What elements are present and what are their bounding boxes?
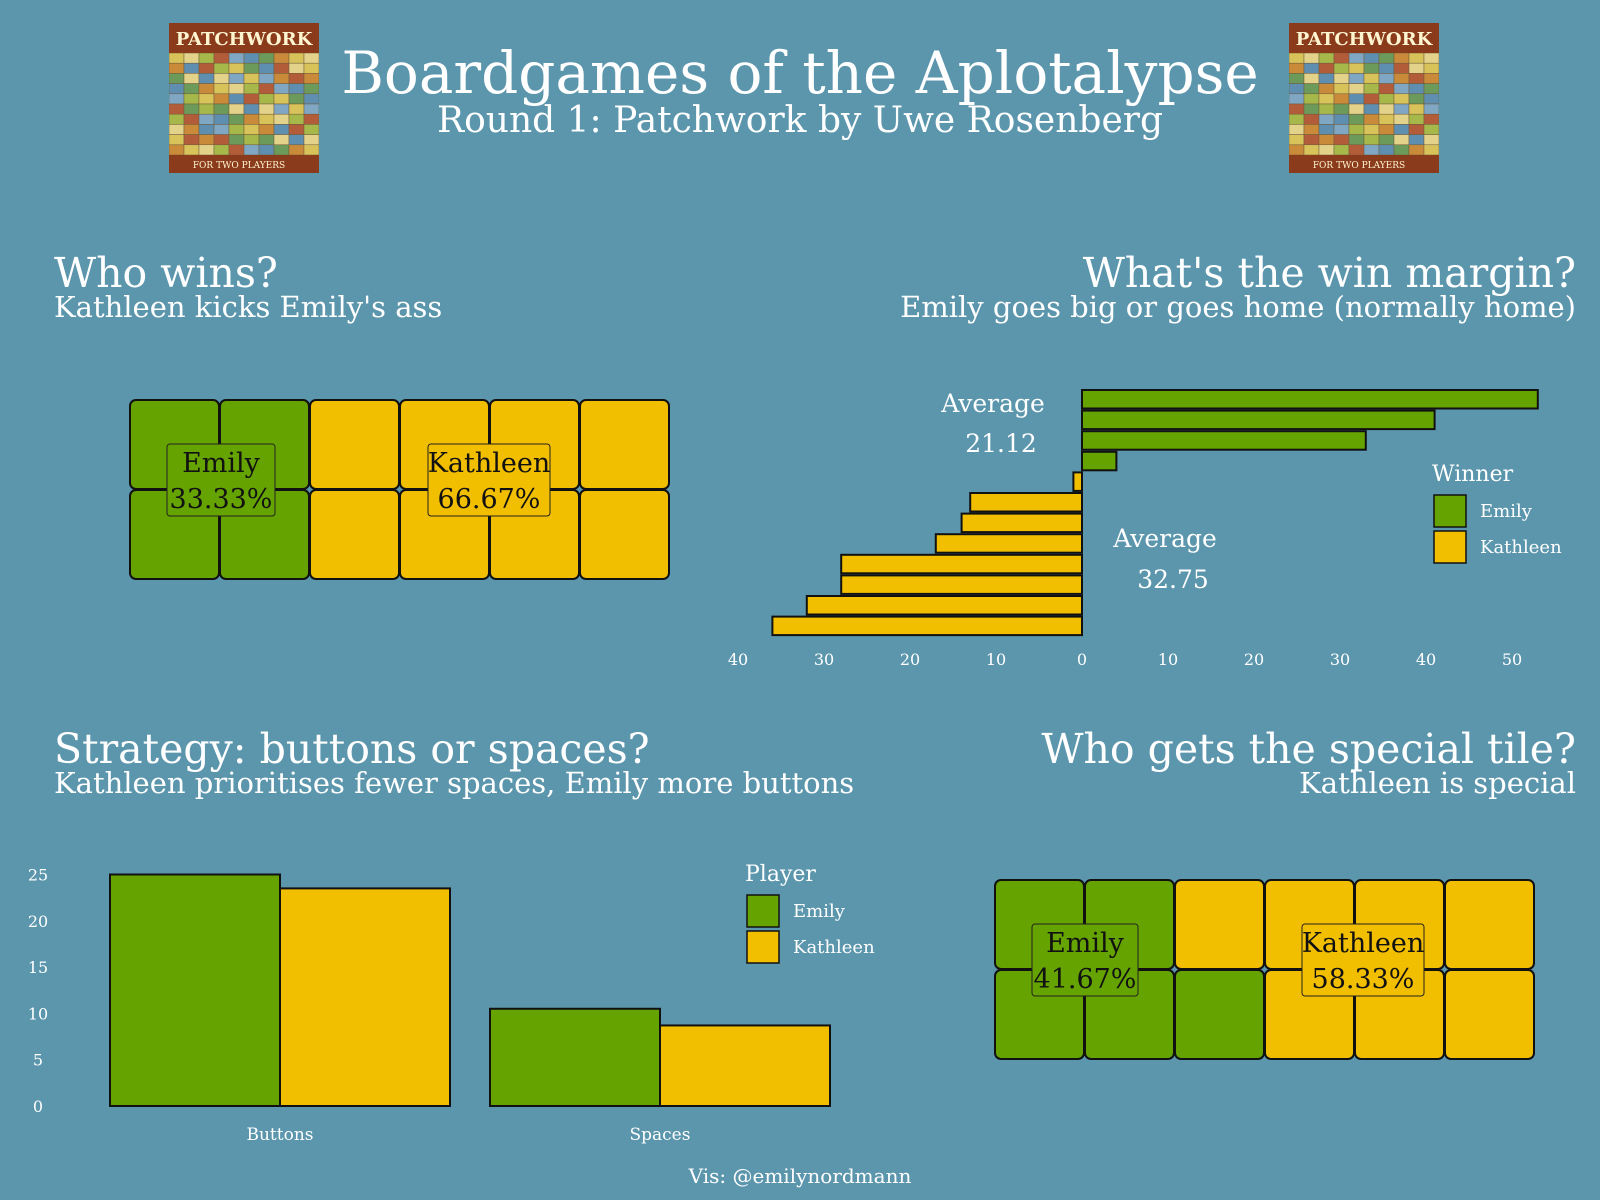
bar-buttons-kathleen [279, 887, 451, 1107]
margin-bar-kathleen [1072, 471, 1083, 492]
legend-title: Player [745, 862, 816, 887]
box-title: PATCHWORK [176, 29, 314, 50]
strategy-bar-chart: 0 5 10 15 20 25 Buttons Spaces Player Emily Kathle… [28, 862, 875, 1145]
waffle-label-name: Emily [1046, 928, 1125, 959]
waffle-label-name: Kathleen [1302, 928, 1425, 959]
waffle-cell-kathleen [1444, 969, 1535, 1060]
legend-label: Kathleen [1480, 537, 1562, 558]
x-tick-label: 30 [1330, 650, 1350, 669]
box-bottom-text: FOR TWO PLAYERS [1313, 161, 1405, 171]
waffle-label-name: Emily [182, 448, 261, 479]
legend-label: Kathleen [793, 937, 875, 958]
margin-bar-kathleen [771, 615, 1084, 637]
waffle-cell-kathleen [579, 399, 670, 490]
page-subtitle: Round 1: Patchwork by Uwe Rosenberg [436, 100, 1164, 141]
legend-label: Emily [1480, 501, 1533, 522]
x-tick-label: 40 [1416, 650, 1436, 669]
y-tick-label: 0 [33, 1097, 43, 1116]
quilt-pattern [1289, 52, 1439, 156]
bar-spaces-emily [489, 1007, 661, 1108]
patchwork-box-art-left: PATCHWORK FOR TWO PLAYERS [169, 23, 319, 173]
special-panel-subtitle: Kathleen is special [1299, 766, 1576, 800]
average-label: Average [1112, 524, 1217, 553]
legend-swatch-emily [1433, 494, 1467, 528]
margin-bar-emily [1081, 409, 1436, 431]
waffle-label-value: 58.33% [1312, 964, 1415, 995]
quilt-pattern [169, 52, 319, 156]
x-tick-label: 40 [728, 650, 748, 669]
legend-title: Winner [1432, 462, 1514, 487]
margin-bar-kathleen [934, 533, 1083, 554]
y-tick-label: 10 [28, 1004, 48, 1023]
average-label: Average [940, 389, 1045, 418]
waffle-label-name: Kathleen [428, 448, 551, 479]
waffle-cell-kathleen [1444, 879, 1535, 970]
margin-bar-emily [1081, 450, 1118, 472]
legend-swatch-emily [746, 894, 780, 928]
footer-credit: Vis: @emilynordmann [688, 1164, 912, 1188]
average-value: 21.12 [965, 429, 1037, 458]
legend-swatch-kathleen [746, 930, 780, 964]
bar-spaces-kathleen [659, 1024, 831, 1107]
wins-waffle-chart: Emily 33.33% Kathleen 66.67% [129, 399, 670, 580]
strategy-panel-subtitle: Kathleen prioritises fewer spaces, Emily… [54, 766, 855, 800]
margin-bar-emily [1081, 430, 1367, 451]
waffle-label-value: 66.67% [438, 484, 541, 515]
waffle-label-box-kathleen [427, 443, 551, 517]
patchwork-box-art-right: PATCHWORK FOR TWO PLAYERS [1289, 23, 1439, 173]
y-tick-label: 15 [28, 958, 48, 977]
waffle-cell-kathleen [309, 489, 400, 580]
waffle-label-box-emily [1031, 923, 1139, 997]
waffle-cell-kathleen [309, 399, 400, 490]
margin-bar-kathleen [960, 512, 1084, 534]
margin-panel-subtitle: Emily goes big or goes home (normally ho… [900, 290, 1576, 324]
wins-panel-subtitle: Kathleen kicks Emily's ass [54, 290, 443, 324]
x-tick-label: 20 [900, 650, 920, 669]
x-tick-label: 30 [814, 650, 834, 669]
y-tick-label: 25 [28, 866, 48, 885]
margin-bar-kathleen [840, 574, 1083, 595]
y-tick-label: 5 [33, 1051, 43, 1070]
x-tick-label: 10 [1158, 650, 1178, 669]
legend-swatch-kathleen [1433, 530, 1467, 564]
legend-label: Emily [793, 901, 846, 922]
margin-panel-title: What's the win margin? [1082, 249, 1576, 297]
x-tick-label: Spaces [630, 1125, 691, 1145]
x-tick-label: 20 [1244, 650, 1264, 669]
special-panel-title: Who gets the special tile? [1041, 725, 1576, 773]
margin-bar-chart: 40 30 20 10 0 10 20 30 40 50 Average 21.12 Average 32… [728, 389, 1562, 669]
x-tick-label: 0 [1077, 650, 1087, 669]
box-bottom-text: FOR TWO PLAYERS [193, 161, 285, 171]
strategy-panel-title: Strategy: buttons or spaces? [54, 725, 650, 773]
wins-panel-title: Who wins? [54, 249, 278, 297]
waffle-label-box-emily [166, 443, 276, 517]
x-tick-label: 10 [986, 650, 1006, 669]
special-waffle-chart: Emily 41.67% Kathleen 58.33% [994, 879, 1535, 1060]
bar-buttons-emily [109, 873, 281, 1107]
y-tick-label: 20 [28, 912, 48, 931]
waffle-label-box-kathleen [1301, 923, 1425, 997]
waffle-cell-kathleen [579, 489, 670, 580]
average-value: 32.75 [1137, 565, 1209, 594]
margin-bar-kathleen [840, 553, 1083, 575]
x-tick-label: 50 [1502, 650, 1522, 669]
margin-bar-kathleen [969, 492, 1083, 513]
waffle-label-value: 41.67% [1034, 964, 1137, 995]
waffle-cell-kathleen [1174, 879, 1265, 970]
margin-bar-kathleen [805, 595, 1084, 616]
margin-bar-emily [1081, 389, 1539, 410]
box-title: PATCHWORK [1296, 29, 1434, 50]
waffle-cell-emily [1174, 969, 1265, 1060]
page-title: Boardgames of the Aplotalypse [341, 39, 1259, 107]
x-tick-label: Buttons [246, 1125, 313, 1145]
waffle-label-value: 33.33% [170, 484, 273, 515]
